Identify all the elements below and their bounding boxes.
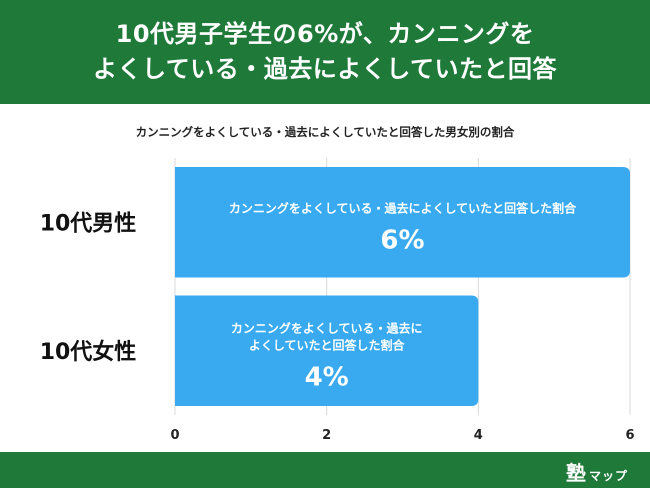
bar-1 (175, 166, 630, 278)
bar-2-value-label: 4% (305, 362, 349, 392)
x-axis-ticks: 0 2 4 6 (170, 428, 634, 443)
category-labels: 10代男性 10代女性 (40, 211, 137, 365)
title-banner: 10代男子学生の6%が、カンニングを よくしている・過去によくしていたと回答 (0, 0, 650, 104)
bar-chart: カンニングをよくしている・過去によくしていたと回答した割合 6% カンニングをよくし… (40, 158, 635, 443)
bar-2-label-line-1: カンニングをよくしている・過去に (231, 320, 423, 335)
category-label-1: 10代男性 (40, 211, 137, 236)
footer-bar: 塾 マップ (0, 452, 650, 488)
title-line-2: よくしている・過去によくしていたと回答 (92, 55, 558, 83)
logo-mark: 塾 (565, 461, 586, 485)
x-tick-label-2: 2 (322, 428, 331, 443)
title-line-1: 10代男子学生の6%が、カンニングを (115, 20, 535, 48)
bar-2 (175, 295, 479, 407)
brand-logo: 塾 マップ (566, 457, 628, 486)
chart-subtitle: カンニングをよくしている・過去によくしていたと回答した男女別の割合 (135, 125, 515, 139)
x-tick-label-6: 6 (625, 428, 634, 443)
bar-1-label-line-1: カンニングをよくしている・過去によくしていたと回答した割合 (229, 200, 577, 215)
x-tick-label-0: 0 (170, 428, 179, 443)
bar-2-label-line-2: よくしていたと回答した割合 (249, 337, 406, 352)
bars: カンニングをよくしている・過去によくしていたと回答した割合 6% カンニングをよくし… (175, 166, 630, 407)
bar-1-value-label: 6% (380, 225, 424, 255)
category-label-2: 10代女性 (40, 339, 137, 365)
logo-text: マップ (588, 469, 628, 483)
x-tick-label-4: 4 (474, 428, 483, 443)
